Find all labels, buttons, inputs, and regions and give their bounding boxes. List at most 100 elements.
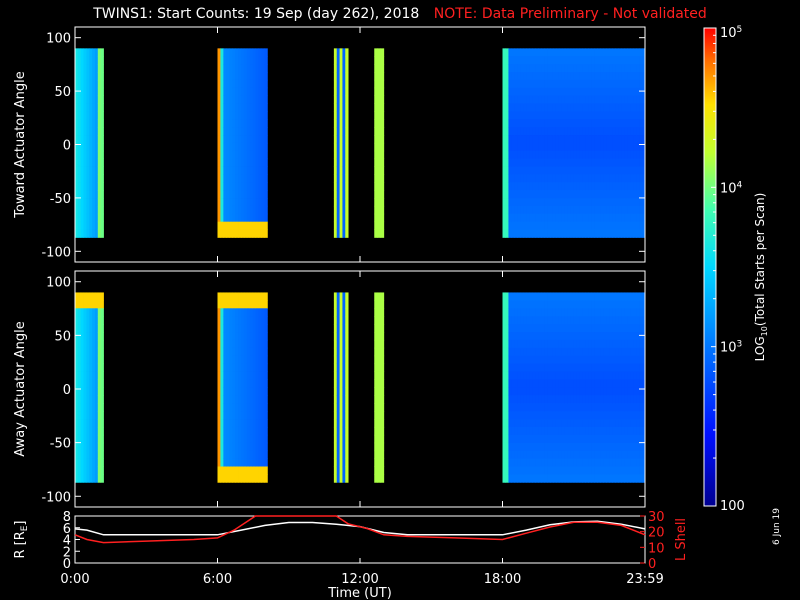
heatmap-cell [100,182,104,191]
heatmap-cell [579,300,584,309]
heatmap-cell [89,324,93,333]
heatmap-cell [502,56,506,65]
away-y-axis-label: Away Actuator Angle [13,321,28,456]
heatmap-cell [621,316,625,325]
heatmap-cell [333,316,338,325]
heatmap-cell [333,150,338,160]
heatmap-cell [217,213,221,223]
heatmap-cell [529,174,533,183]
heatmap-cell [249,379,254,388]
heatmap-cell [573,379,578,388]
heatmap-cell [529,339,533,349]
heatmap-cell [600,56,604,65]
heatmap-cell [517,466,521,475]
heatmap-cell [636,450,640,459]
heatmap-cell [633,135,637,144]
heatmap-cell [538,324,542,333]
heatmap-cell [561,426,566,436]
heatmap-cell [502,292,506,301]
heatmap-cell [92,142,96,152]
heatmap-cell [639,158,643,167]
heatmap-cell [80,434,84,444]
heatmap-cell [567,174,572,183]
heatmap-cell [514,119,518,128]
heatmap-cell [80,174,84,183]
heatmap-cell [532,426,536,436]
heatmap-cell [511,442,515,452]
heatmap-cell [232,411,236,420]
heatmap-cell [639,426,643,436]
heatmap-cell [511,379,515,388]
heatmap-cell [532,72,536,81]
heatmap-cell [588,142,592,152]
heatmap-cell [639,403,643,412]
heatmap-cell [232,205,236,215]
heatmap-cell [252,450,257,459]
heatmap-cell [252,403,257,412]
heatmap-cell [550,387,554,396]
heatmap-cell [564,79,569,89]
heatmap-cell [374,411,378,420]
heatmap-cell [585,332,589,341]
heatmap-cell [538,205,542,215]
heatmap-cell [561,64,566,73]
heatmap-cell [517,347,521,357]
heatmap-cell [336,371,340,380]
heatmap-cell [508,371,512,380]
heatmap-cell [339,95,343,104]
heatmap-cell [576,87,581,97]
heatmap-cell [505,458,509,467]
heatmap-cell [615,355,619,365]
heatmap-cell [573,426,578,436]
heatmap-cell [544,111,548,120]
heatmap-cell [615,229,619,238]
heatmap-cell [89,300,93,309]
heatmap-cell [535,300,539,309]
heatmap-cell [597,119,601,128]
heatmap-cell [538,426,542,436]
heatmap-cell [606,72,610,81]
time-tick-label: 12:00 [341,572,378,587]
heatmap-cell [374,158,378,167]
heatmap-cell [220,324,224,333]
heatmap-cell [380,466,385,475]
heatmap-cell [642,308,646,317]
heatmap-cell [226,111,230,120]
heatmap-cell [374,72,378,81]
heatmap-cell [339,395,343,404]
heatmap-cell [639,292,643,301]
heatmap-cell [642,213,646,223]
heatmap-cell [83,56,87,65]
heatmap-cell [567,411,572,420]
heatmap-cell [585,95,589,104]
heatmap-cell [229,103,233,112]
heatmap-cell [603,79,607,89]
heatmap-cell [217,166,221,175]
heatmap-cell [380,292,385,301]
heatmap-cell [585,355,589,365]
heatmap-cell [226,56,230,65]
heatmap-cell [220,300,224,309]
heatmap-cell [547,387,551,396]
heatmap-cell [264,403,268,412]
heatmap-cell [544,221,548,230]
heatmap-cell [609,198,613,207]
heatmap-cell [594,150,598,160]
heatmap-cell [243,316,248,325]
heatmap-cell [374,87,378,97]
heatmap-cell [576,221,581,230]
heatmap-cell [235,339,239,349]
heatmap-cell [603,166,607,175]
heatmap-cell [597,213,601,223]
heatmap-cell [558,95,563,104]
heatmap-cell [547,95,551,104]
heatmap-cell [229,403,233,412]
heatmap-cell [633,308,637,317]
heatmap-cell [86,339,90,349]
heatmap-cell [612,434,616,444]
heatmap-cell [579,64,584,73]
heatmap-cell [508,198,512,207]
heatmap-cell [603,466,607,475]
